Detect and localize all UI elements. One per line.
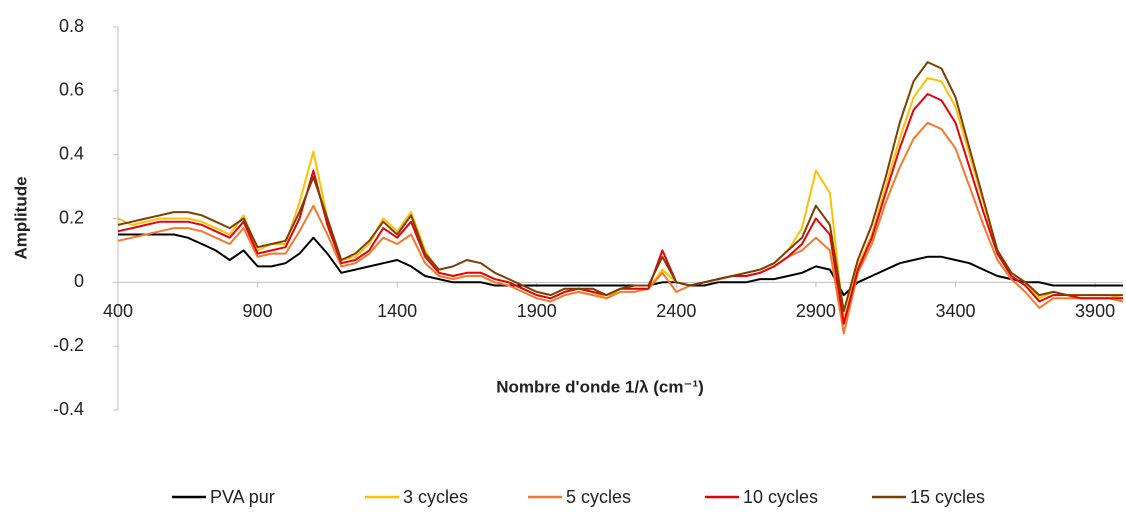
y-tick-label: -0.2 [53,335,84,355]
legend-label: 15 cycles [910,487,985,507]
y-axis-title: Amplitude [11,176,30,259]
legend-label: 5 cycles [566,487,631,507]
x-tick-label: 400 [103,301,133,321]
x-axis-title: Nombre d'onde 1/λ (cm⁻¹) [496,377,704,396]
x-tick-label: 1400 [377,301,417,321]
legend-label: PVA pur [210,487,275,507]
y-tick-label: 0.8 [59,16,84,36]
y-tick-label: 0.2 [59,207,84,227]
y-tick-label: 0.4 [59,143,84,163]
x-tick-label: 900 [243,301,273,321]
x-tick-label: 2900 [796,301,836,321]
series-line [117,61,1123,313]
y-tick-label: 0.6 [59,80,84,100]
x-tick-label: 3900 [1075,301,1115,321]
legend-label: 10 cycles [743,487,818,507]
x-tick-label: 3400 [935,301,975,321]
x-tick-label: 2400 [656,301,696,321]
series-line [117,77,1124,322]
y-tick-label: -0.4 [53,399,84,419]
series-line [118,233,1123,297]
series-line [117,121,1124,335]
y-tick-label: 0 [74,271,84,291]
x-tick-label: 1900 [517,301,557,321]
legend-label: 3 cycles [403,487,468,507]
